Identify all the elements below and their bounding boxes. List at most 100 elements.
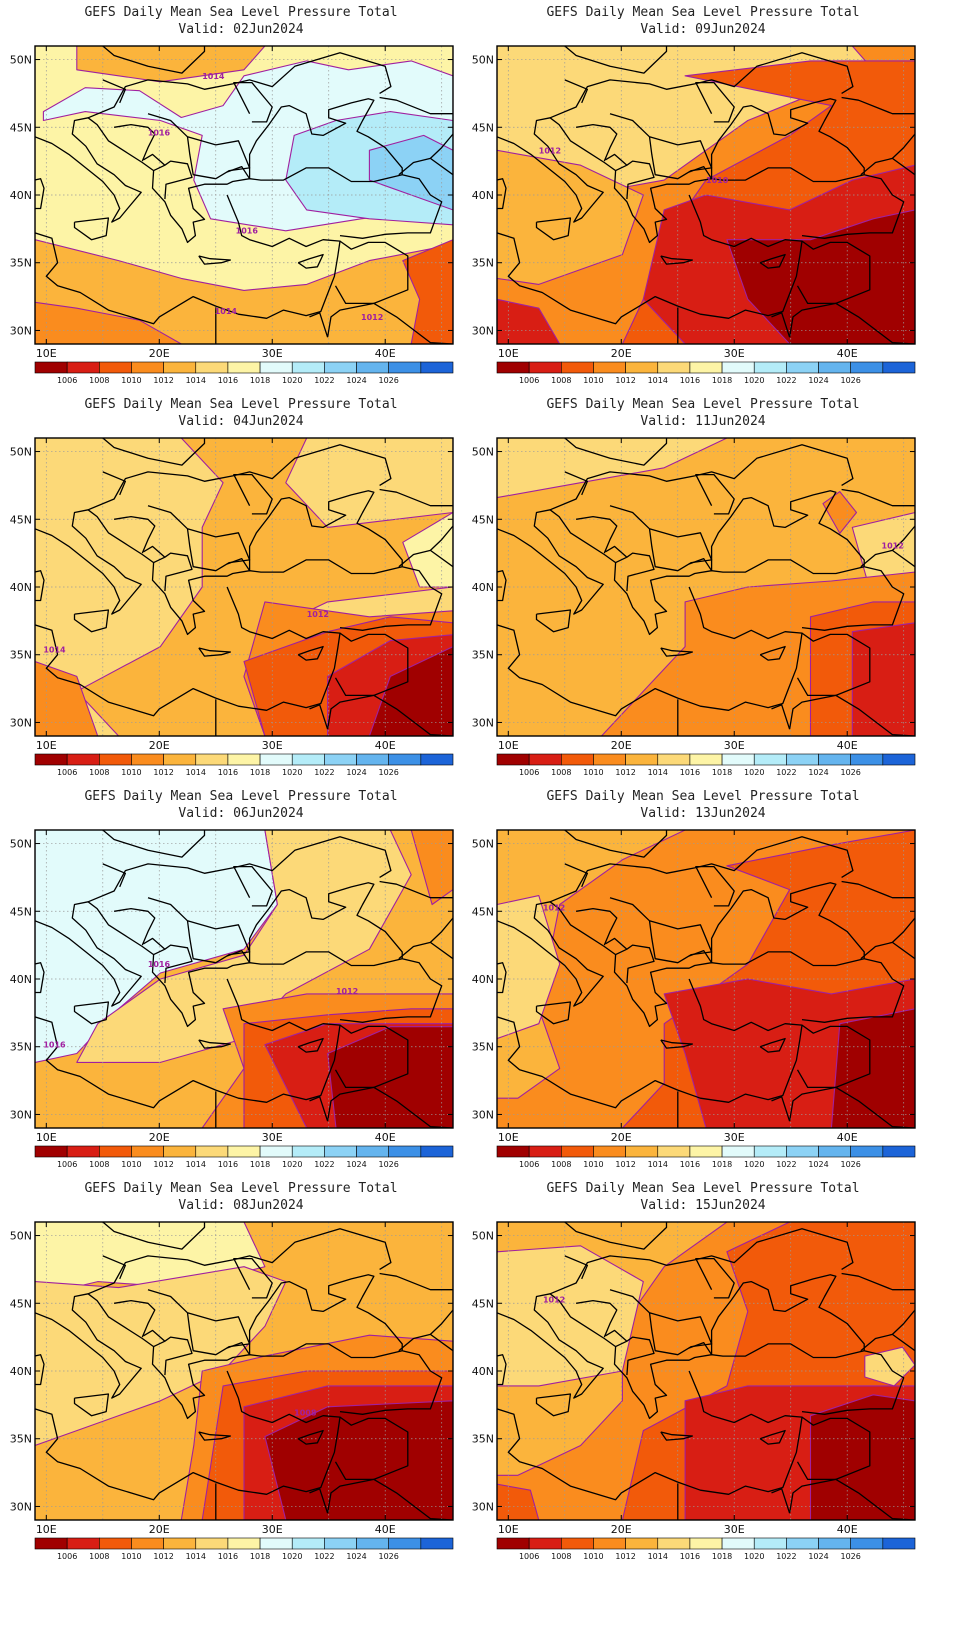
colorbar-swatch [34,1537,68,1550]
coastline [113,1299,156,1338]
coastline [497,570,507,602]
map-panel: 1014 1012 10E 20E 30E 40E 50N 45N 40N 35N 30N 1006 1… [0,392,482,802]
colorbar-label: 1020 [282,768,302,777]
longitude-label: 40E [837,1131,858,1144]
colorbar-label: 1018 [712,1552,732,1561]
colorbar-label: 1022 [776,376,796,385]
pressure-map: 1014 1016 1016 1014 1012 10E 20E 30E 40E 50N 45N 40… [10,45,454,385]
coastline [297,1037,324,1053]
latitude-label: 45N [10,121,32,134]
coastline [147,1289,251,1356]
contour-label: 1010 [706,176,729,185]
coastline [841,488,915,507]
coastline [497,978,803,1109]
coastline [339,958,443,1023]
colorbar-label: 1026 [841,1552,861,1561]
coastline [796,240,871,305]
coastline [35,978,341,1109]
coastline [73,217,110,241]
colorbar-label: 1024 [808,376,828,385]
colorbar-swatch [721,1145,755,1158]
pressure-zone [35,660,99,736]
coastline [575,515,618,554]
coastline [841,96,915,115]
colorbar-swatch [420,753,454,766]
latitude-label: 30N [472,716,494,729]
panel-valid-date: Valid: 09Jun2024 [640,22,766,37]
colorbar-swatch [657,361,691,374]
colorbar-swatch [99,361,132,374]
colorbar-label: 1020 [744,376,764,385]
colorbar-label: 1012 [615,1552,635,1561]
coastline [695,81,735,123]
colorbar-swatch [66,1537,100,1550]
colorbar-swatch [356,753,389,766]
coastline [35,178,45,210]
coastline [143,1329,166,1342]
coastline [233,865,273,907]
colorbar-swatch [818,361,851,374]
longitude-label: 40E [375,1131,396,1144]
coastline [102,79,127,104]
coastline [841,1272,915,1291]
colorbar-swatch [657,753,691,766]
colorbar-swatch [291,753,325,766]
colorbar-label: 1016 [680,1552,700,1561]
pressure-zone [497,1483,540,1520]
coastline [226,165,251,180]
colorbar-label: 1014 [648,1552,668,1561]
colorbar-label: 1022 [314,768,334,777]
coastline [297,645,324,661]
latitude-label: 40N [10,189,32,202]
colorbar-label: 1008 [551,376,571,385]
panel-valid-date: Valid: 08Jun2024 [178,1198,304,1213]
colorbar-label: 1026 [841,768,861,777]
coastline [615,160,655,200]
colorbar-swatch [420,1537,454,1550]
pressure-map: 1008 10E 20E 30E 40E 50N 45N 40N 35N 30N 1006 1008 1… [10,1221,454,1561]
coastline [497,962,507,994]
coastline [398,549,453,568]
pressure-map: 1016 1016 1012 10E 20E 30E 40E 50N 45N 40N 35N 30N 1… [10,829,454,1169]
coastline [564,46,668,74]
colorbar-label: 1006 [57,1160,77,1169]
colorbar-swatch [753,1145,787,1158]
panel-valid-date: Valid: 15Jun2024 [640,1198,766,1213]
coastline [73,609,110,633]
coastline [497,901,865,1028]
latitude-label: 30N [10,1500,32,1513]
colorbar-swatch [388,753,422,766]
colorbar-swatch [753,1537,787,1550]
colorbar-swatch [34,361,68,374]
coastline [860,157,915,176]
contour-label: 1008 [294,1409,317,1418]
colorbar-swatch [163,361,197,374]
coastline [113,123,156,162]
colorbar-label: 1020 [744,1160,764,1169]
latitude-label: 45N [10,1297,32,1310]
latitude-label: 35N [472,1433,494,1446]
colorbar-label: 1024 [808,768,828,777]
colorbar-label: 1022 [314,1160,334,1169]
pressure-zone [35,1266,287,1447]
pressure-zone [410,830,453,906]
colorbar-swatch [657,1145,691,1158]
panel-title-text: GEFS Daily Mean Sea Level Pressure Total [84,1181,398,1196]
colorbar-swatch [163,1537,197,1550]
contour-label: 1012 [543,903,565,912]
coastline [564,863,589,888]
colorbar-label: 1016 [218,376,238,385]
pressure-zone [368,646,453,736]
colorbar-label: 1012 [615,1160,635,1169]
coastline [535,1001,572,1025]
colorbar-swatch [227,1145,261,1158]
colorbar-label: 1010 [121,768,141,777]
pressure-zone [851,622,915,736]
colorbar-swatch [850,361,884,374]
coastline [609,897,713,964]
panel-valid-date: Valid: 06Jun2024 [178,806,304,821]
coastline [233,1257,273,1299]
colorbar-label: 1020 [282,1160,302,1169]
colorbar-swatch [593,1145,626,1158]
colorbar-swatch [882,1145,916,1158]
